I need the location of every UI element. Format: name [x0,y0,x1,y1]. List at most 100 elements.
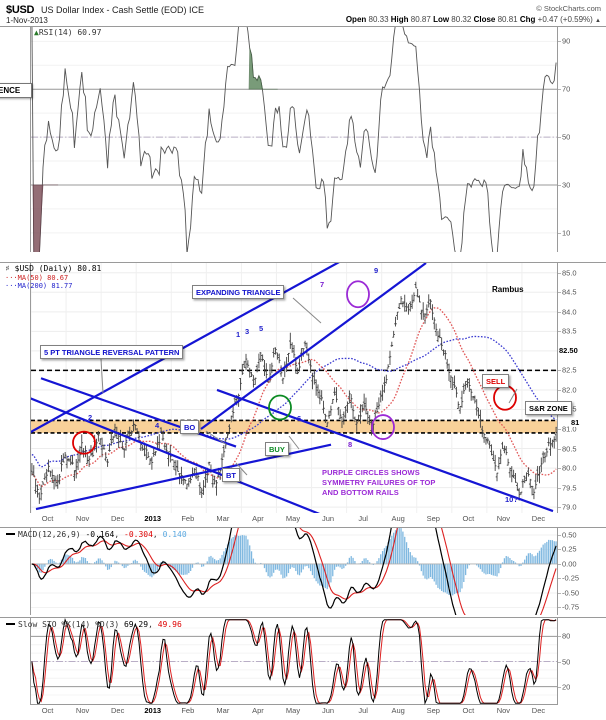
xaxis-month-Dec: Dec [110,514,125,523]
sto-tick-mark [558,661,561,663]
price-tick-mark [558,487,561,489]
price-tick-82.0: 82.0 [562,385,577,395]
price-svg [31,263,557,513]
price-tick-mark [558,468,561,470]
sto-tick-20: 20 [562,682,571,692]
macd-tick-0.25: 0.25 [562,544,577,554]
price-tick-80.5: 80.5 [562,444,577,454]
price-tick-79.0: 79.0 [562,502,577,512]
rsi-plot [30,27,558,252]
macd-tick-mark [558,578,561,580]
xaxis-month-2013: 2013 [144,706,162,715]
symbol-ticker: $USD [6,4,35,16]
rsi-tick-90: 90 [562,36,571,46]
macd-svg [31,528,557,615]
low-label: Low [433,15,450,24]
sto-legend-name: Slow STO %K(14) %D(3) [18,620,120,629]
macd-tick--0.50: -0.50 [562,588,580,598]
callout-breakout: BO [180,420,200,434]
macd-axis: 0.50 0.25 0.00 -0.25 -0.50 -0.75 [558,528,606,615]
chg-label: Chg [519,15,536,24]
rsi-legend-text: RSI(14) 60.97 [38,28,102,37]
price-tick-83.5: 83.5 [562,326,577,336]
price-legend-ma200: ···MA(200) 81.77 [5,282,73,290]
close-label: Close [473,15,496,24]
macd-tick-mark [558,592,561,594]
xaxis-month-Dec: Dec [531,706,546,715]
rsi-tick-70: 70 [562,84,571,94]
callout-expanding-triangle: EXPANDING TRIANGLE [192,285,285,299]
point-label-5: 5 [259,324,264,333]
point-label-6: 6 [297,414,302,423]
price-tick-80.0: 80.0 [562,463,577,473]
sto-value-1: 49.96 [157,620,182,629]
price-tick-79.5: 79.5 [562,483,577,493]
price-tick-81.0: 81.0 [562,424,577,434]
price-tick-mark [558,389,561,391]
chart-header: $USD US Dollar Index - Cash Settle (EOD)… [0,0,606,26]
xaxis-month-Aug: Aug [391,514,405,523]
xaxis-month-Jun: Jun [322,706,335,715]
macd-tick-mark [558,534,561,536]
price-legend-ma50: ···MA(50) 80.67 [5,273,69,282]
resistance-price-label: 82.50 [558,346,579,355]
purple-circles-note: PURPLE CIRCLES SHOWS SYMMETRY FAILURES O… [322,468,436,498]
price-tick-84.0: 84.0 [562,307,577,317]
chg-value: +0.47 (+0.59%) [537,15,593,24]
xaxis-price: Oct Nov Dec 2013 Feb Mar Apr May Jun Jul Aug Sep Oct… [0,512,606,526]
macd-tick--0.25: -0.25 [562,573,580,583]
xaxis-month-May: May [285,514,301,523]
purple-note-line-3: AND BOTTOM RAILS [322,488,399,497]
xaxis-month-Jul: Jul [358,706,368,715]
rsi-tick-mark [558,137,561,139]
purple-note-line-2: SYMMETRY FAILURES OF TOP [322,478,436,487]
price-panel: 85.084.584.083.583.082.582.081.581.080.5… [0,262,606,513]
price-axis: 85.084.584.083.583.082.582.081.581.080.5… [558,263,606,513]
point-label-7: 7 [320,280,325,289]
high-value: 80.87 [410,15,431,24]
xaxis-month-Apr: Apr [252,706,264,715]
xaxis-month-Oct: Oct [462,706,475,715]
price-tick-84.5: 84.5 [562,287,577,297]
xaxis-month-Dec: Dec [110,706,125,715]
macd-plot [30,528,558,615]
xaxis-month-Nov: Nov [75,514,90,523]
point-label-10: 10? [505,495,518,504]
xaxis-month-Oct: Oct [41,706,54,715]
price-tick-mark [558,292,561,294]
xaxis-month-2013: 2013 [144,514,162,523]
macd-tick-0.50: 0.50 [562,530,577,540]
xaxis-month-Nov: Nov [75,706,90,715]
rsi-axis: 90 70 50 30 10 [558,27,606,252]
xaxis-month-Oct: Oct [41,514,54,523]
callout-sr-zone: S&R ZONE [525,401,572,415]
rsi-panel: 90 70 50 30 10 ▲RSI(14) 60.97 ENCE [0,26,606,252]
rsi-svg [31,27,557,252]
support-price-label: 81 [570,418,581,427]
xaxis-month-Mar: Mar [216,514,230,523]
purple-note-line-1: PURPLE CIRCLES SHOWS [322,468,420,477]
sto-plot [30,618,558,705]
xaxis-month-Dec: Dec [531,514,546,523]
rsi-tick-mark [558,184,561,186]
author-signature: Rambus [492,285,524,294]
chart-date: 1-Nov-2013 [6,16,48,25]
price-tick-mark [558,448,561,450]
price-plot [30,263,558,513]
sto-tick-mark [558,636,561,638]
rsi-tick-50: 50 [562,132,571,142]
xaxis-month-May: May [285,706,301,715]
xaxis-month-Aug: Aug [391,706,405,715]
sto-tick-80: 80 [562,631,571,641]
price-tick-mark [558,507,561,509]
price-tick-mark [558,331,561,333]
price-legend-main-text: $USD (Daily) 80.81 [14,264,102,273]
callout-buy: BUY [265,442,289,456]
price-tick-mark [558,311,561,313]
rsi-tick-mark [558,89,561,91]
open-value: 80.33 [368,15,389,24]
slow-stochastic-panel: 80 50 20 Slow STO %K(14) %D(3) 69.29, 49.9… [0,617,606,705]
sto-value-0: 69.29 [123,620,149,629]
price-tick-85.0: 85.0 [562,268,577,278]
macd-value-0: -0.164 [85,530,115,539]
